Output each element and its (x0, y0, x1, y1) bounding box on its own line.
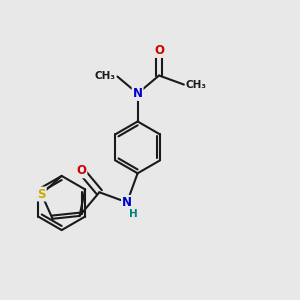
Text: O: O (76, 164, 86, 177)
Text: CH₃: CH₃ (95, 71, 116, 82)
Text: O: O (154, 44, 164, 57)
Text: N: N (133, 87, 142, 100)
Text: S: S (37, 188, 46, 200)
Text: H: H (129, 209, 138, 219)
Text: N: N (122, 196, 132, 209)
Text: CH₃: CH₃ (185, 80, 206, 90)
